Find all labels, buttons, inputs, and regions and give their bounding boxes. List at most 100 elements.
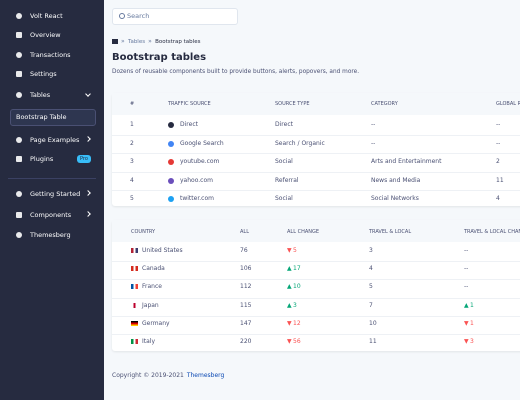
table-head-bg	[112, 93, 520, 115]
table-cell: 2	[496, 158, 500, 166]
search-box[interactable]: Search	[112, 8, 238, 25]
breadcrumb-sep: »	[148, 38, 152, 45]
table-cell: France	[142, 283, 162, 291]
search-placeholder: Search	[127, 12, 150, 20]
trend-arrow: ▲	[287, 265, 292, 273]
chevron	[85, 211, 91, 217]
table-cell: 5	[130, 195, 134, 203]
table-head-bg	[112, 220, 520, 242]
table-cell: 5	[293, 247, 297, 254]
row-divider	[112, 134, 520, 136]
table-cell: 76	[240, 247, 248, 254]
trend-arrow: ▼	[464, 338, 469, 345]
badge: Pro	[77, 155, 91, 163]
table-cell: 11	[369, 338, 377, 345]
flag	[131, 248, 138, 253]
table-cell: 147	[240, 319, 252, 327]
table-card: COUNTRY ALL ALL CHANGE TRAVEL & LOCAL TRAVEL…	[112, 220, 520, 351]
nav-icon	[16, 71, 22, 77]
table-cell: --	[464, 265, 469, 273]
table-cell: Japan	[142, 301, 159, 309]
footer-link[interactable]: Themesberg	[186, 372, 225, 379]
table-cell: 3	[369, 247, 373, 254]
table-cell: News and Media	[371, 176, 421, 184]
column-header: CATEGORY	[371, 101, 398, 107]
trend-arrow: ▼	[287, 247, 292, 254]
table-cell: Germany	[142, 319, 170, 327]
nav-item[interactable]: Overview	[30, 31, 61, 39]
breadcrumb-item[interactable]: Tables	[128, 38, 146, 45]
table-cell: 115	[240, 301, 252, 309]
table-cell: 7	[369, 301, 373, 309]
table-cell: United States	[142, 247, 183, 254]
row-divider	[112, 334, 520, 335]
divider	[8, 178, 96, 179]
table-cell: 1	[470, 301, 474, 309]
table-cell: Arts and Entertainment	[371, 158, 442, 166]
nav-item[interactable]: Themesberg	[30, 231, 71, 239]
table-cell: 1	[470, 319, 474, 327]
table-cell: 2	[130, 139, 134, 147]
page-subtitle: Dozens of reusable components built to p…	[112, 69, 360, 75]
table-cell: 12	[293, 319, 301, 327]
nav-item[interactable]: Components	[30, 211, 72, 219]
table-cell: Direct	[180, 121, 198, 128]
nav-item[interactable]: Volt React	[30, 12, 63, 20]
table-cell: 3	[470, 338, 474, 345]
row-divider	[112, 279, 520, 281]
table-cell: 3	[130, 158, 134, 166]
sidebar: Volt React Overview Transactions Settings Ta…	[0, 0, 104, 400]
nav-item[interactable]: Plugins	[30, 155, 54, 163]
nav-icon	[16, 156, 22, 162]
nav-item[interactable]: Getting Started	[30, 190, 81, 198]
table-cell: Italy	[142, 338, 156, 345]
table-cell: --	[496, 139, 501, 147]
nav-item[interactable]: Transactions	[30, 51, 71, 59]
table-cell: --	[371, 121, 376, 128]
table-cell: Canada	[142, 265, 165, 273]
flag	[131, 266, 138, 272]
row-divider	[112, 261, 520, 263]
column-header: COUNTRY	[131, 229, 156, 235]
source-icon	[168, 122, 174, 128]
table-cell: --	[464, 283, 469, 291]
nav-icon	[16, 137, 22, 143]
trend-arrow: ▼	[287, 319, 292, 327]
table-cell: twitter.com	[180, 195, 214, 203]
table-cell: youtube.com	[180, 158, 220, 166]
nav-icon	[16, 212, 22, 218]
table-cell: 220	[240, 338, 252, 345]
trend-arrow: ▲	[464, 301, 469, 309]
flag	[131, 284, 138, 290]
home-icon[interactable]	[112, 39, 118, 44]
table-cell: --	[371, 139, 376, 147]
table-cell: Search / Organic	[275, 139, 325, 147]
source-icon	[168, 159, 174, 166]
nav-item[interactable]: Tables	[30, 91, 51, 99]
active-item-bg[interactable]	[10, 109, 96, 126]
nav-item[interactable]: Page Examples	[30, 136, 80, 144]
table-cell: 10	[293, 283, 301, 291]
chevron	[85, 91, 91, 97]
breadcrumb-item: Bootstrap tables	[155, 38, 201, 45]
table-card: # TRAFFIC SOURCE SOURCE TYPE CATEGORY GLOBAL…	[112, 93, 520, 206]
nav-item[interactable]: Settings	[30, 70, 57, 78]
trend-arrow: ▲	[287, 283, 292, 291]
table-cell: 10	[369, 319, 377, 327]
nav-item[interactable]: Bootstrap Table	[16, 113, 67, 121]
flag	[131, 320, 138, 326]
table-cell: --	[496, 121, 501, 128]
table-cell: yahoo.com	[180, 176, 213, 184]
page-title: Bootstrap tables	[112, 52, 207, 63]
column-header: TRAFFIC SOURCE	[168, 101, 211, 107]
nav-icon	[16, 191, 22, 197]
flag	[131, 302, 138, 308]
table-cell: 4	[496, 195, 500, 203]
table-cell: 5	[369, 283, 373, 291]
search-icon	[119, 13, 125, 19]
source-icon	[168, 196, 174, 203]
source-icon	[168, 140, 174, 147]
table-cell: Social	[275, 158, 293, 166]
chevron	[85, 136, 91, 142]
